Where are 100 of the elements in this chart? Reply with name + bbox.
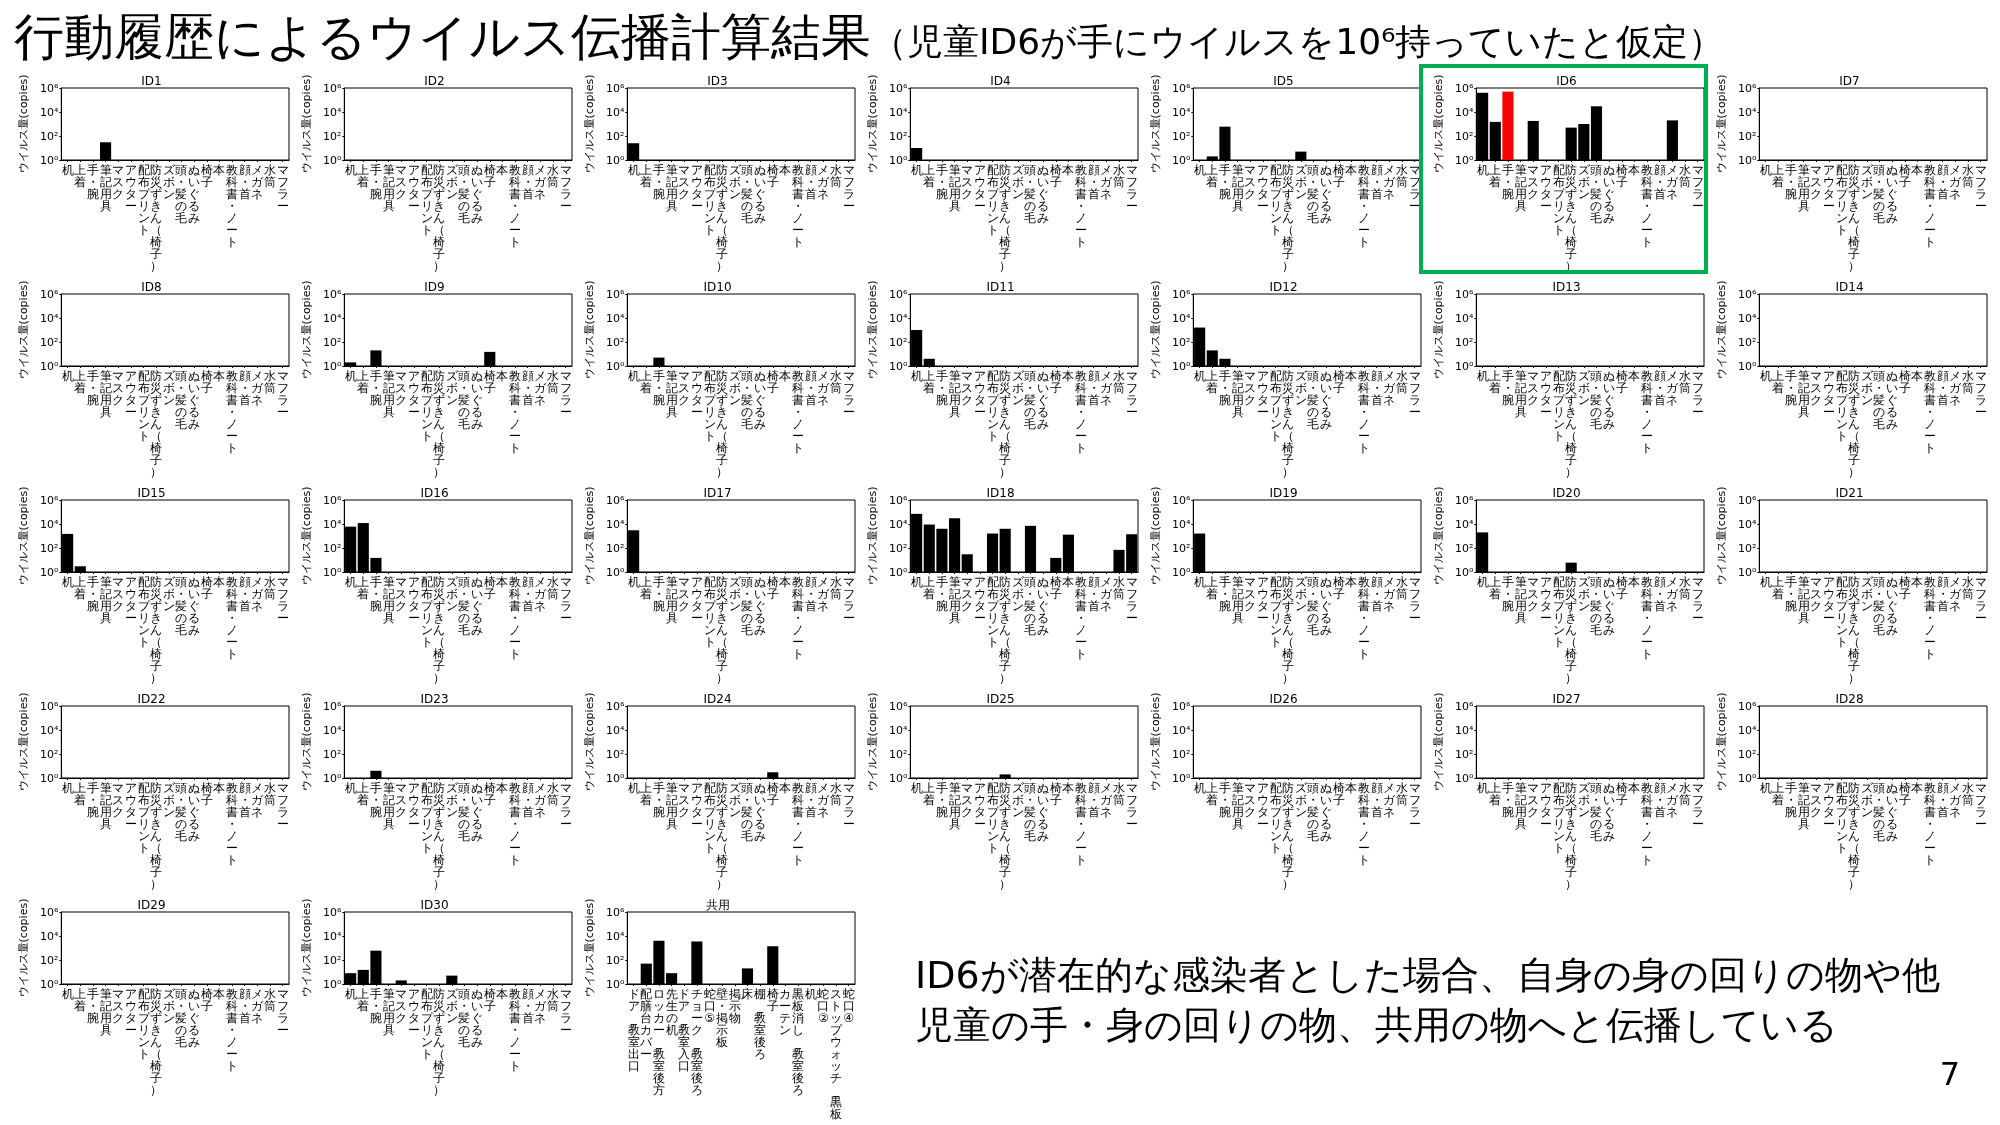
x-tick-label: メガネ [1949, 369, 1963, 407]
y-axis-title: ウイルス量(copies) [1432, 280, 1445, 380]
x-tick-label: 手・腕 [1218, 575, 1231, 613]
y-tick-label: 10² [1171, 541, 1191, 555]
category-label: 防災ずきん（椅子） [1848, 163, 1861, 273]
y-axis-title: ウイルス量(copies) [583, 280, 596, 380]
x-tick-label: 顔・首 [521, 987, 534, 1025]
category-label: 防災ずきん（椅子） [999, 575, 1012, 685]
text: ID6が潜在的な感染者とした場合、自身の身の回りの物や他児童の手・身の回りの物、共用の物へと伝播している [915, 952, 1941, 1049]
x-tick-label: マスク [1244, 781, 1257, 819]
x-tick-label: ズボン [1577, 781, 1591, 819]
x-tick-label: 机 [61, 575, 74, 589]
x-tick-label: 筆記用具 [1797, 369, 1810, 419]
x-tick-label: ズボン [162, 987, 176, 1025]
x-tick-label: 教科書・ノート [1641, 781, 1654, 867]
x-tick-label: ズボン [1577, 369, 1591, 407]
y-tick-label: 10² [39, 335, 59, 349]
x-tick-label: アウター [1256, 781, 1269, 831]
x-tick-label: マスク [1527, 163, 1540, 201]
x-tick-label: 机 [344, 781, 357, 795]
x-tick-label: 筆記用具 [1514, 781, 1527, 831]
x-tick-label: 机 [1476, 781, 1489, 795]
x-tick-label: マフラー [1125, 781, 1138, 831]
x-tick-label: 机 [344, 987, 357, 1001]
x-tick-label: 配布プリント [137, 369, 151, 443]
x-tick-label: ぬいぐるみ [1603, 781, 1616, 843]
x-tick-label: 上着 [1489, 781, 1502, 807]
x-tick-label: ぬいぐるみ [1603, 163, 1616, 225]
x-tick-label: 顔・首 [1370, 781, 1383, 819]
x-tick-label: 本 [1345, 781, 1358, 795]
x-tick-label: 上着 [923, 369, 936, 395]
category-label: 防災ずきん（椅子） [150, 575, 163, 685]
x-tick-label: 筆記用具 [948, 781, 961, 831]
x-tick-label: 頭・髪の毛 [1590, 781, 1603, 843]
y-axis-title: ウイルス量(copies) [300, 692, 313, 792]
x-tick-label: 筆記用具 [1231, 781, 1244, 831]
x-tick-label: アウター [1539, 163, 1552, 213]
x-tick-label: 頭・髪の毛 [741, 369, 754, 431]
x-tick-label: 上着 [357, 987, 370, 1013]
x-tick-label: 水筒 [547, 781, 560, 807]
y-axis-title: ウイルス量(copies) [866, 692, 879, 792]
x-tick-label: マスク [961, 781, 974, 819]
text: （児童ID6が手にウイルスを10⁶持っていたと仮定） [871, 21, 1725, 62]
x-tick-label: 椅子 [766, 987, 779, 1013]
x-tick-label: 水筒 [547, 369, 560, 395]
x-tick-label: アウター [973, 369, 986, 419]
x-tick-label: 椅子 [766, 575, 779, 601]
x-tick-label: 教科書・ノート [226, 575, 239, 661]
text: 7 [1939, 1055, 1960, 1093]
x-tick-label: ぬいぐるみ [471, 163, 484, 225]
x-tick-label: 筆記用具 [665, 163, 678, 213]
x-tick-label: 手・腕 [1501, 163, 1514, 201]
category-label: 防災ずきん（椅子） [433, 369, 446, 479]
x-tick-label: ぬいぐるみ [1320, 369, 1333, 431]
y-tick-label: 10⁰ [39, 359, 59, 373]
y-tick-label: 10⁰ [322, 977, 342, 991]
y-tick-label: 10⁶ [39, 81, 59, 95]
category-label: 防災ずきん（椅子） [716, 575, 729, 685]
x-tick-label: 筆記用具 [948, 575, 961, 625]
x-tick-label: マスク [395, 369, 408, 407]
y-axis-title: ウイルス量(copies) [866, 280, 879, 380]
x-tick-label: 本 [1628, 781, 1641, 795]
x-tick-label: 手・腕 [652, 781, 665, 819]
x-tick-label: 椅子 [1332, 369, 1345, 395]
x-tick-label: ズボン [1011, 163, 1025, 201]
chart-title: ID30 [420, 898, 449, 912]
x-tick-label: 机 [627, 163, 640, 177]
x-tick-label: 配布プリント [420, 369, 434, 443]
x-tick-label: 配布プリント [986, 575, 1000, 649]
y-tick-label: 10⁰ [1737, 565, 1757, 579]
x-tick-label: マスク [1810, 163, 1823, 201]
y-tick-label: 10⁴ [605, 929, 625, 943]
x-tick-label: アウター [690, 163, 703, 213]
x-tick-label: アウター [1539, 575, 1552, 625]
y-tick-label: 10⁴ [1454, 517, 1474, 531]
x-tick-label: アウター [1539, 369, 1552, 419]
x-tick-label: ズボン [1294, 575, 1308, 613]
y-tick-label: 10⁴ [1737, 105, 1757, 119]
x-tick-label: アウター [124, 163, 137, 213]
x-tick-label: ぬいぐるみ [188, 575, 201, 637]
x-tick-label: 上着 [357, 781, 370, 807]
x-tick-label: 机 [1193, 781, 1206, 795]
x-tick-label: 手・腕 [1501, 575, 1514, 613]
category-label: 防災ずきん（椅子） [1565, 575, 1578, 685]
x-tick-label: 水筒 [264, 575, 277, 601]
x-tick-label: 水筒 [1679, 781, 1692, 807]
x-tick-label: 教科書・ノート [509, 163, 522, 249]
y-tick-label: 10⁴ [1454, 105, 1474, 119]
y-tick-label: 10² [322, 747, 342, 761]
x-tick-label: メガネ [534, 987, 548, 1025]
y-tick-label: 10⁴ [888, 723, 908, 737]
y-tick-label: 10⁴ [1737, 517, 1757, 531]
chart-title: ID17 [703, 486, 732, 500]
x-tick-label: 本 [496, 369, 509, 383]
chart-title: ID15 [137, 486, 166, 500]
x-tick-label: 椅子 [1049, 369, 1062, 395]
x-tick-label: 水筒 [264, 987, 277, 1013]
x-tick-label: マフラー [842, 369, 855, 419]
y-tick-label: 10⁶ [39, 287, 59, 301]
x-tick-label: マフラー [1974, 369, 1987, 419]
